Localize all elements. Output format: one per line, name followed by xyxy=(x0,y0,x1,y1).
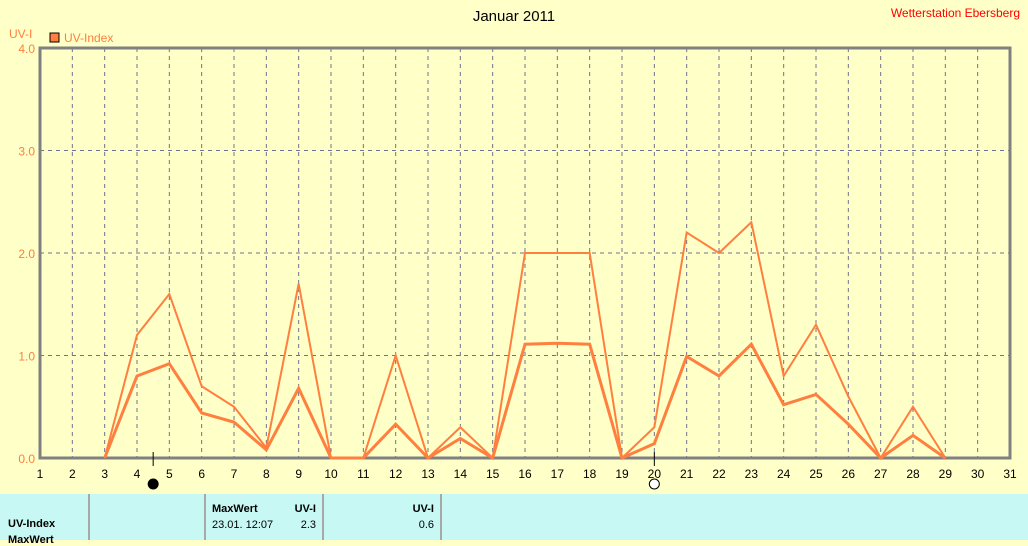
legend-swatch xyxy=(49,32,60,43)
max-unit-header: UV-I xyxy=(294,503,316,515)
row-label-2: MaxWert xyxy=(8,534,54,546)
x-tick-label: 17 xyxy=(551,467,565,481)
max-date: 23.01. 12:07 xyxy=(212,519,274,531)
x-tick-label: 2 xyxy=(69,467,76,481)
x-tick-label: 11 xyxy=(357,467,370,481)
avg-value: 0.6 xyxy=(418,519,434,531)
x-tick-label: 6 xyxy=(198,467,205,481)
max-value: 2.3 xyxy=(300,519,316,531)
y-tick-label: 2.0 xyxy=(18,247,35,261)
x-tick-label: 16 xyxy=(518,467,532,481)
x-tick-label: 28 xyxy=(906,467,920,481)
x-tick-label: 21 xyxy=(680,467,694,481)
x-tick-label: 10 xyxy=(324,467,338,481)
x-tick-label: 13 xyxy=(421,467,435,481)
x-tick-label: 12 xyxy=(389,467,403,481)
y-axis-label: UV-I xyxy=(9,27,32,41)
x-tick-label: 4 xyxy=(134,467,141,481)
new-moon-icon xyxy=(648,478,660,490)
x-tick-label: 26 xyxy=(842,467,856,481)
label-col: UV-Index MaxWert xyxy=(0,494,90,546)
uv-chart: Januar 2011 Wetterstation Ebersberg UV-I UV… xyxy=(9,6,1020,490)
full-moon-icon xyxy=(147,478,159,490)
y-tick-label: 3.0 xyxy=(18,145,35,159)
x-tick-label: 7 xyxy=(231,467,238,481)
series-line-mean xyxy=(103,341,947,461)
x-tick-label: 14 xyxy=(454,467,468,481)
x-tick-label: 29 xyxy=(939,467,953,481)
chart-title: Januar 2011 xyxy=(473,8,555,25)
series-line-max xyxy=(103,220,947,461)
x-tick-label: 18 xyxy=(583,467,597,481)
empty-col xyxy=(90,494,206,540)
x-tick-label: 3 xyxy=(101,467,108,481)
x-tick-label: 5 xyxy=(166,467,173,481)
x-tick-label: 25 xyxy=(809,467,823,481)
x-tick-label: 31 xyxy=(1003,467,1017,481)
max-col: MaxWert UV-I 23.01. 12:07 2.3 xyxy=(206,494,324,540)
legend-label: UV-Index xyxy=(64,31,113,45)
station-label: Wetterstation Ebersberg xyxy=(891,6,1020,20)
x-tick-label: 20 xyxy=(648,467,662,481)
x-tick-label: 22 xyxy=(712,467,726,481)
y-tick-label: 0.0 xyxy=(18,452,35,466)
row-label: UV-Index xyxy=(8,518,56,530)
plot-frame xyxy=(38,46,1012,460)
y-tick-label: 4.0 xyxy=(18,42,35,56)
x-tick-label: 23 xyxy=(745,467,759,481)
x-tick-label: 30 xyxy=(971,467,985,481)
x-tick-label: 27 xyxy=(874,467,888,481)
x-tick-label: 9 xyxy=(295,467,302,481)
y-tick-label: 1.0 xyxy=(18,350,35,364)
summary-table: UV-Index MaxWert MaxWert UV-I 23.01. 12:… xyxy=(0,494,1028,546)
x-tick-label: 15 xyxy=(486,467,500,481)
avg-col: UV-I 0.6 xyxy=(324,494,442,540)
x-tick-label: 8 xyxy=(263,467,270,481)
x-tick-label: 19 xyxy=(615,467,629,481)
avg-header: UV-I xyxy=(412,503,434,515)
x-tick-label: 24 xyxy=(777,467,791,481)
x-tick-label: 1 xyxy=(37,467,44,481)
max-header: MaxWert xyxy=(212,503,258,515)
